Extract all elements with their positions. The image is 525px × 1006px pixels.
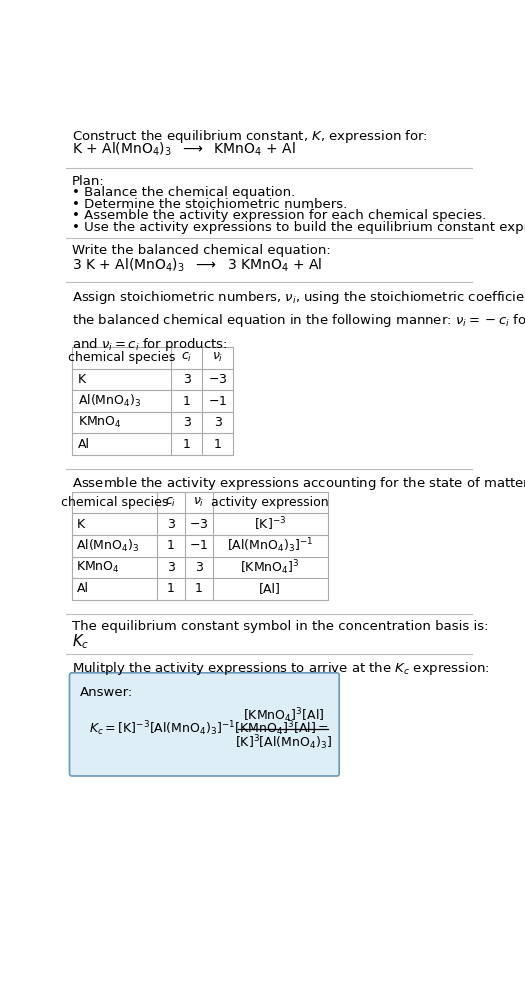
- Text: Write the balanced chemical equation:: Write the balanced chemical equation:: [72, 243, 331, 257]
- Text: $-3$: $-3$: [189, 518, 208, 531]
- Text: 3: 3: [214, 416, 222, 430]
- Text: $K_c$: $K_c$: [72, 633, 89, 652]
- Text: KMnO$_4$: KMnO$_4$: [78, 415, 122, 431]
- Text: $-1$: $-1$: [208, 394, 227, 407]
- Text: 3: 3: [167, 560, 175, 573]
- Text: $[\mathrm{K}]^3 [\mathrm{Al(MnO_4)_3}]$: $[\mathrm{K}]^3 [\mathrm{Al(MnO_4)_3}]$: [235, 733, 332, 752]
- Text: $-3$: $-3$: [208, 373, 227, 386]
- Text: $c_i$: $c_i$: [181, 351, 192, 364]
- Text: 3: 3: [183, 416, 191, 430]
- Text: 1: 1: [214, 438, 222, 451]
- Text: 1: 1: [167, 582, 175, 596]
- Text: Construct the equilibrium constant, $K$, expression for:: Construct the equilibrium constant, $K$,…: [72, 129, 428, 146]
- Text: chemical species: chemical species: [61, 496, 168, 509]
- Text: 1: 1: [167, 539, 175, 552]
- Text: The equilibrium constant symbol in the concentration basis is:: The equilibrium constant symbol in the c…: [72, 620, 488, 633]
- Text: • Assemble the activity expression for each chemical species.: • Assemble the activity expression for e…: [72, 209, 486, 222]
- Text: K: K: [78, 373, 86, 386]
- Text: • Balance the chemical equation.: • Balance the chemical equation.: [72, 186, 295, 199]
- Text: $\nu_i$: $\nu_i$: [212, 351, 223, 364]
- Text: activity expression: activity expression: [212, 496, 329, 509]
- Text: Plan:: Plan:: [72, 175, 104, 188]
- Text: Al: Al: [78, 438, 90, 451]
- Text: 3 K + Al(MnO$_4$)$_3$  $\longrightarrow$  3 KMnO$_4$ + Al: 3 K + Al(MnO$_4$)$_3$ $\longrightarrow$ …: [72, 257, 322, 274]
- Text: $c_i$: $c_i$: [165, 496, 176, 509]
- Text: $[\mathrm{K}]^{-3}$: $[\mathrm{K}]^{-3}$: [254, 515, 286, 533]
- Text: Mulitply the activity expressions to arrive at the $K_c$ expression:: Mulitply the activity expressions to arr…: [72, 660, 490, 677]
- Text: 1: 1: [183, 394, 191, 407]
- Text: KMnO$_4$: KMnO$_4$: [77, 559, 120, 574]
- Text: $[\mathrm{KMnO_4}]^3$: $[\mathrm{KMnO_4}]^3$: [240, 558, 300, 576]
- Text: 3: 3: [183, 373, 191, 386]
- Text: K + Al(MnO$_4$)$_3$  $\longrightarrow$  KMnO$_4$ + Al: K + Al(MnO$_4$)$_3$ $\longrightarrow$ KM…: [72, 141, 296, 158]
- Text: K: K: [77, 518, 85, 531]
- FancyBboxPatch shape: [69, 673, 339, 776]
- Text: $K_c = [\mathrm{K}]^{-3} [\mathrm{Al(MnO_4)_3}]^{-1} [\mathrm{KMnO_4}]^3 [\mathr: $K_c = [\mathrm{K}]^{-3} [\mathrm{Al(MnO…: [89, 719, 329, 738]
- Text: $[\mathrm{KMnO_4}]^3 [\mathrm{Al}]$: $[\mathrm{KMnO_4}]^3 [\mathrm{Al}]$: [243, 706, 324, 724]
- Bar: [72, 492, 328, 600]
- Text: $\nu_i$: $\nu_i$: [193, 496, 205, 509]
- Text: 1: 1: [195, 582, 203, 596]
- Text: 1: 1: [183, 438, 191, 451]
- Text: $-1$: $-1$: [190, 539, 208, 552]
- Text: Al(MnO$_4$)$_3$: Al(MnO$_4$)$_3$: [77, 538, 140, 554]
- Text: Assemble the activity expressions accounting for the state of matter and $\nu_i$: Assemble the activity expressions accoun…: [72, 475, 525, 492]
- Text: Al(MnO$_4$)$_3$: Al(MnO$_4$)$_3$: [78, 393, 141, 409]
- Text: 3: 3: [167, 518, 175, 531]
- Text: • Use the activity expressions to build the equilibrium constant expression.: • Use the activity expressions to build …: [72, 221, 525, 233]
- Text: [Al]: [Al]: [259, 582, 281, 596]
- Text: chemical species: chemical species: [68, 351, 175, 364]
- Text: $[\mathrm{Al(MnO_4)_3}]^{-1}$: $[\mathrm{Al(MnO_4)_3}]^{-1}$: [227, 536, 313, 555]
- Text: Answer:: Answer:: [80, 686, 133, 699]
- Text: Al: Al: [77, 582, 89, 596]
- Text: • Determine the stoichiometric numbers.: • Determine the stoichiometric numbers.: [72, 198, 347, 210]
- Text: Assign stoichiometric numbers, $\nu_i$, using the stoichiometric coefficients, $: Assign stoichiometric numbers, $\nu_i$, …: [72, 289, 525, 353]
- Text: 3: 3: [195, 560, 203, 573]
- Bar: [72, 347, 233, 455]
